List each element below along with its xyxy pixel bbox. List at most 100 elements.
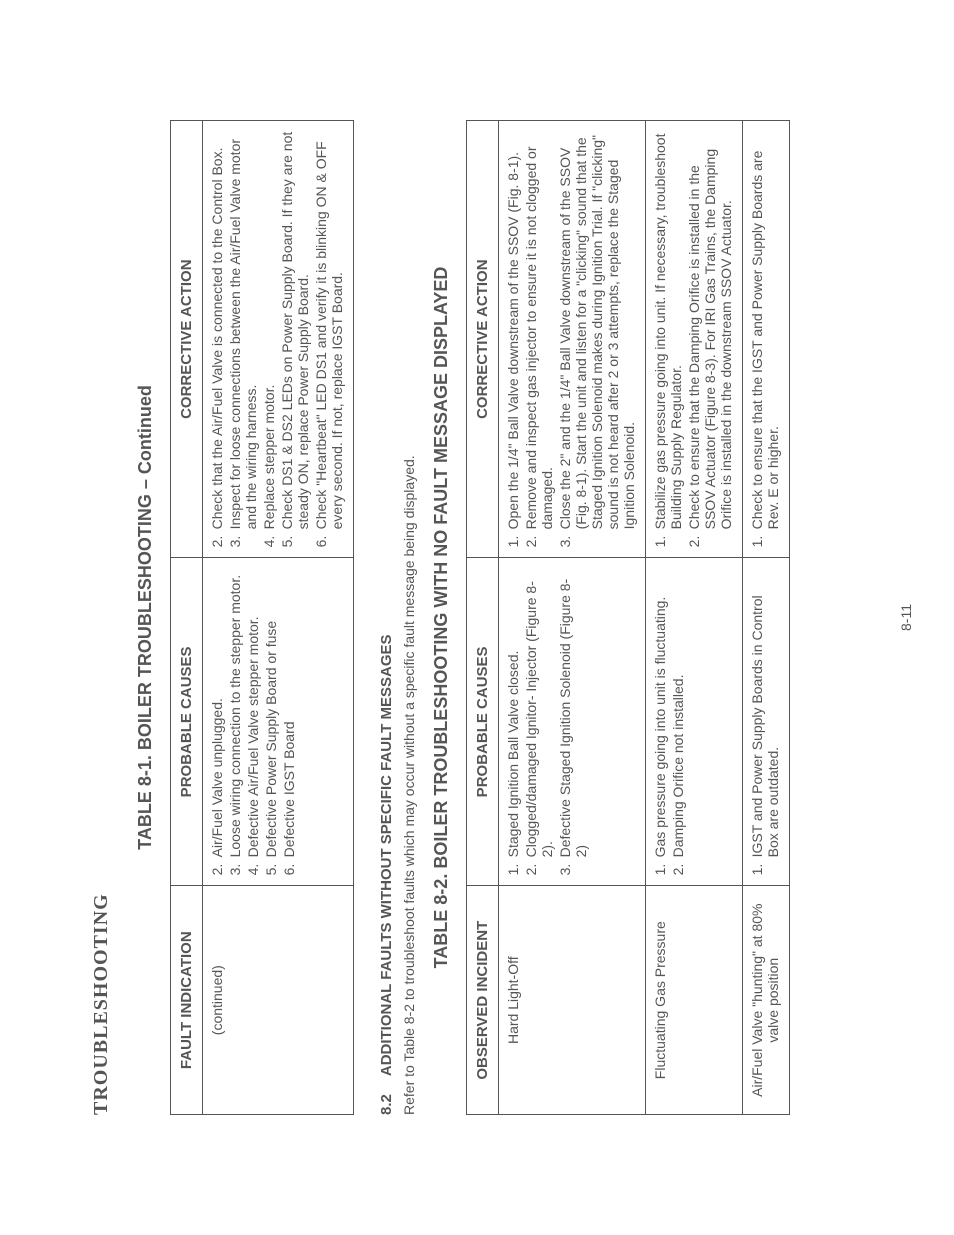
list-item: 1.Open the 1/4" Ball Valve downstream of…	[505, 131, 521, 547]
page-rotated: TROUBLESHOOTING TABLE 8-1. BOILER TROUBL…	[0, 281, 954, 1235]
causes-cell: 1.Staged Ignition Ball Valve closed.2.Cl…	[499, 558, 646, 886]
table-8-2-body: Hard Light-Off 1.Staged Ignition Ball Val…	[499, 121, 790, 1115]
table-8-1: FAULT INDICATION PROBABLE CAUSES CORRECT…	[170, 120, 354, 1115]
list-item: 3.Loose wiring connection to the stepper…	[227, 568, 243, 875]
list-item: 3.Close the 2" and the 1/4" Ball Valve d…	[557, 131, 637, 547]
list-number: 6.	[313, 529, 345, 547]
list-item: 2.Remove and inspect gas injector to ens…	[523, 131, 555, 547]
actions-cell: 1.Check to ensure that the IGST and Powe…	[743, 121, 790, 558]
list-text: Check to ensure that the IGST and Power …	[749, 131, 781, 529]
causes-list: 2.Air/Fuel Valve unplugged.3.Loose wirin…	[209, 568, 297, 875]
list-text: Loose wiring connection to the stepper m…	[227, 568, 243, 857]
causes-cell: 1.IGST and Power Supply Boards in Contro…	[743, 558, 790, 886]
col-header-causes: PROBABLE CAUSES	[171, 558, 203, 886]
causes-cell: 1.Gas pressure going into unit is fluctu…	[646, 558, 743, 886]
list-item: 2.Check that the Air/Fuel Valve is conne…	[209, 131, 225, 547]
actions-cell: 2.Check that the Air/Fuel Valve is conne…	[203, 121, 354, 558]
list-number: 2.	[686, 529, 734, 547]
incident-cell: Air/Fuel Valve "hunting" at 80% valve po…	[743, 886, 790, 1115]
list-item: 3.Defective Staged Ignition Solenoid (Fi…	[557, 568, 589, 875]
list-number: 1.	[505, 529, 521, 547]
list-text: Open the 1/4" Ball Valve downstream of t…	[505, 131, 521, 529]
list-item: 1.Gas pressure going into unit is fluctu…	[652, 568, 668, 875]
list-item: 2.Air/Fuel Valve unplugged.	[209, 568, 225, 875]
list-item: 6.Check "Heartbeat" LED DS1 and verify i…	[313, 131, 345, 547]
list-number: 3.	[557, 857, 589, 875]
list-item: 3.Inspect for loose connections between …	[227, 131, 259, 547]
col-header-causes: PROBABLE CAUSES	[467, 558, 499, 886]
list-text: Replace stepper motor.	[261, 131, 277, 529]
fault-cell: (continued)	[203, 886, 354, 1115]
list-item: 2.Clogged/damaged Ignitor- Injector (Fig…	[523, 568, 555, 875]
col-header-incident: OBSERVED INCIDENT	[467, 886, 499, 1115]
actions-list: 1.Check to ensure that the IGST and Powe…	[749, 131, 781, 547]
causes-list: 1.Staged Ignition Ball Valve closed.2.Cl…	[505, 568, 589, 875]
list-number: 2.	[523, 529, 555, 547]
table-row: Air/Fuel Valve "hunting" at 80% valve po…	[743, 121, 790, 1115]
col-header-fault: FAULT INDICATION	[171, 886, 203, 1115]
actions-list: 1.Open the 1/4" Ball Valve downstream of…	[505, 131, 637, 547]
causes-cell: 2.Air/Fuel Valve unplugged.3.Loose wirin…	[203, 558, 354, 886]
list-text: Defective Staged Ignition Solenoid (Figu…	[557, 568, 589, 857]
list-number: 6.	[281, 857, 297, 875]
list-item: 4.Defective Air/Fuel Valve stepper motor…	[245, 568, 261, 875]
list-text: Damping Orifice not installed.	[670, 568, 686, 857]
table-8-2-title: TABLE 8-2. BOILER TROUBLESHOOTING WITH N…	[431, 120, 452, 1115]
subsection-title: ADDITIONAL FAULTS WITHOUT SPECIFIC FAULT…	[378, 634, 395, 1076]
subsection-heading: 8.2 ADDITIONAL FAULTS WITHOUT SPECIFIC FA…	[378, 120, 395, 1115]
list-item: 5.Check DS1 & DS2 LEDs on Power Supply B…	[279, 131, 311, 547]
table-row: (continued) 2.Air/Fuel Valve unplugged.3…	[203, 121, 354, 1115]
incident-cell: Hard Light-Off	[499, 886, 646, 1115]
list-item: 6.Defective IGST Board	[281, 568, 297, 875]
list-number: 3.	[557, 529, 637, 547]
list-text: Inspect for loose connections between th…	[227, 131, 259, 529]
table-row: FAULT INDICATION PROBABLE CAUSES CORRECT…	[171, 121, 203, 1115]
list-text: Defective Air/Fuel Valve stepper motor.	[245, 568, 261, 857]
section-header: TROUBLESHOOTING	[90, 120, 113, 1115]
actions-cell: 1.Open the 1/4" Ball Valve downstream of…	[499, 121, 646, 558]
list-number: 2.	[209, 857, 225, 875]
list-item: 2.Check to ensure that the Damping Orifi…	[686, 131, 734, 547]
incident-cell: Fluctuating Gas Pressure	[646, 886, 743, 1115]
list-number: 4.	[261, 529, 277, 547]
list-number: 1.	[749, 857, 781, 875]
list-text: Air/Fuel Valve unplugged.	[209, 568, 225, 857]
actions-list: 1.Stabilize gas pressure going into unit…	[652, 131, 734, 547]
list-text: Gas pressure going into unit is fluctuat…	[652, 568, 668, 857]
list-number: 5.	[263, 857, 279, 875]
list-text: IGST and Power Supply Boards in Control …	[749, 568, 781, 857]
list-number: 5.	[279, 529, 311, 547]
page-content: TROUBLESHOOTING TABLE 8-1. BOILER TROUBL…	[0, 0, 954, 1235]
list-item: 1.Check to ensure that the IGST and Powe…	[749, 131, 781, 547]
list-text: Remove and inspect gas injector to ensur…	[523, 131, 555, 529]
table-row: Fluctuating Gas Pressure 1.Gas pressure g…	[646, 121, 743, 1115]
list-text: Clogged/damaged Ignitor- Injector (Figur…	[523, 568, 555, 857]
list-number: 3.	[227, 529, 259, 547]
list-item: 5.Defective Power Supply Board or fuse	[263, 568, 279, 875]
list-text: Close the 2" and the 1/4" Ball Valve dow…	[557, 131, 637, 529]
list-text: Check "Heartbeat" LED DS1 and verify it …	[313, 131, 345, 529]
list-number: 2.	[523, 857, 555, 875]
list-text: Check that the Air/Fuel Valve is connect…	[209, 131, 225, 529]
subsection-body: Refer to Table 8-2 to troubleshoot fault…	[401, 120, 417, 1115]
list-number: 1.	[652, 857, 668, 875]
list-item: 2.Damping Orifice not installed.	[670, 568, 686, 875]
col-header-action: CORRECTIVE ACTION	[171, 121, 203, 558]
causes-list: 1.IGST and Power Supply Boards in Contro…	[749, 568, 781, 875]
list-number: 2.	[670, 857, 686, 875]
list-item: 4.Replace stepper motor.	[261, 131, 277, 547]
page-number: 8-11	[898, 0, 914, 1235]
list-item: 1.Staged Ignition Ball Valve closed.	[505, 568, 521, 875]
actions-cell: 1.Stabilize gas pressure going into unit…	[646, 121, 743, 558]
list-item: 1.IGST and Power Supply Boards in Contro…	[749, 568, 781, 875]
table-row: Hard Light-Off 1.Staged Ignition Ball Val…	[499, 121, 646, 1115]
table-8-2: OBSERVED INCIDENT PROBABLE CAUSES CORREC…	[466, 120, 790, 1115]
causes-list: 1.Gas pressure going into unit is fluctu…	[652, 568, 686, 875]
actions-list: 2.Check that the Air/Fuel Valve is conne…	[209, 131, 345, 547]
list-number: 1.	[505, 857, 521, 875]
list-item: 1.Stabilize gas pressure going into unit…	[652, 131, 684, 547]
list-text: Defective IGST Board	[281, 568, 297, 857]
subsection-number: 8.2	[378, 1094, 395, 1115]
list-number: 1.	[749, 529, 781, 547]
list-number: 4.	[245, 857, 261, 875]
